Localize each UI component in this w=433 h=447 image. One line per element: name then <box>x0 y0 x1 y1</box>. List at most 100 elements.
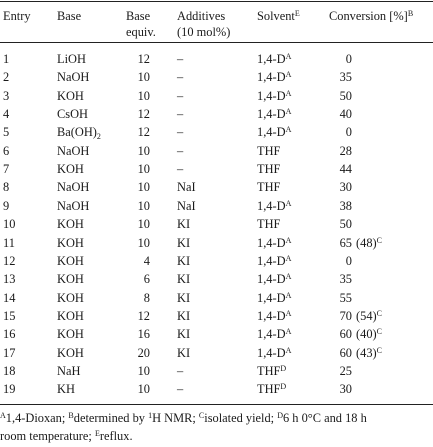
cell-entry: 16 <box>3 327 15 341</box>
cell-additive-text: KI <box>177 309 191 323</box>
cell-entry-text: 9 <box>3 199 10 213</box>
cell-equiv: 20 <box>138 346 150 360</box>
cell-base-text: CsOH <box>57 107 88 121</box>
cell-solvent-superscript: A <box>285 327 292 336</box>
cell-entry: 18 <box>3 364 15 378</box>
cell-equiv-text: 12 <box>137 107 150 121</box>
cell-conversion: 70 <box>340 309 352 323</box>
cell-base-text: KOH <box>57 272 84 286</box>
cell-solvent-superscript: A <box>285 272 292 281</box>
cell-equiv-text: 10 <box>137 199 150 213</box>
cell-entry-text: 6 <box>3 144 10 158</box>
cell-entry: 12 <box>3 254 15 268</box>
cell-solvent-text: THF <box>257 382 281 396</box>
cell-solvent-text: THF <box>257 144 281 158</box>
cell-equiv: 10 <box>138 236 150 250</box>
cell-equiv-text: 12 <box>137 125 150 139</box>
cell-equiv-text: 10 <box>137 144 150 158</box>
cell-conversion-text: 60 <box>339 346 352 360</box>
cell-additive-text: – <box>177 162 184 176</box>
cell-additive-text: NaI <box>177 180 196 194</box>
cell-conversion: 0 <box>346 125 352 139</box>
cell-isolated-yield: (40)C <box>356 327 382 343</box>
cell-additive-text: – <box>177 89 184 103</box>
header-solvent-sup: E <box>294 9 300 18</box>
cell-solvent: THF <box>257 217 280 231</box>
cell-equiv-text: 10 <box>137 180 150 194</box>
cell-solvent-superscript: D <box>280 364 287 373</box>
cell-solvent: 1,4-DA <box>257 199 291 215</box>
cell-entry: 9 <box>3 199 9 213</box>
cell-additive: KI <box>177 254 190 268</box>
cell-base: KOH <box>57 309 84 323</box>
cell-solvent: 1,4-DA <box>257 309 291 325</box>
cell-entry: 15 <box>3 309 15 323</box>
cell-additive: KI <box>177 291 190 305</box>
cell-equiv: 10 <box>138 144 150 158</box>
cell-base-text: NaOH <box>57 180 90 194</box>
cell-solvent-superscript: A <box>285 309 292 318</box>
cell-entry-text: 5 <box>3 125 10 139</box>
footnote-d-mark: D <box>277 411 283 420</box>
cell-base: KH <box>57 382 75 396</box>
cell-conversion-text: 55 <box>339 291 352 305</box>
cell-additive: KI <box>177 217 190 231</box>
cell-entry: 14 <box>3 291 15 305</box>
cell-base: KOH <box>57 217 84 231</box>
cell-additive-text: – <box>177 107 184 121</box>
cell-additive: KI <box>177 327 190 341</box>
cell-solvent-superscript: A <box>285 291 292 300</box>
cell-solvent-text: THF <box>257 217 281 231</box>
cell-isolated-yield-superscript: C <box>376 309 382 318</box>
cell-equiv: 12 <box>138 107 150 121</box>
cell-equiv: 10 <box>138 364 150 378</box>
cell-solvent: 1,4-DA <box>257 107 291 123</box>
footnote-c-mark: C <box>198 411 205 420</box>
cell-solvent-text: 1,4-D <box>257 125 286 139</box>
header-solvent: SolventE <box>257 9 300 25</box>
cell-conversion-text: 28 <box>339 144 352 158</box>
cell-base-text: KOH <box>57 327 84 341</box>
cell-additive-text: KI <box>177 236 191 250</box>
cell-base-text: NaOH <box>57 199 90 213</box>
footnote-c-text: isolated yield; <box>204 411 278 425</box>
cell-conversion: 65 <box>340 236 352 250</box>
cell-additive-text: – <box>177 70 184 84</box>
cell-conversion-text: 50 <box>339 217 352 231</box>
cell-conversion-text: 40 <box>339 107 352 121</box>
cell-additive: – <box>177 162 183 176</box>
cell-solvent-superscript: A <box>285 70 292 79</box>
cell-conversion: 50 <box>340 217 352 231</box>
cell-entry-text: 16 <box>3 327 16 341</box>
cell-conversion-text: 65 <box>339 236 352 250</box>
cell-equiv: 10 <box>138 382 150 396</box>
cell-additive-text: KI <box>177 217 191 231</box>
cell-conversion-text: 70 <box>339 309 352 323</box>
cell-solvent: 1,4-DA <box>257 70 291 86</box>
cell-base: KOH <box>57 89 84 103</box>
cell-solvent-text: 1,4-D <box>257 236 286 250</box>
cell-equiv: 10 <box>138 70 150 84</box>
cell-solvent-superscript: A <box>285 199 292 208</box>
cell-base-text: LiOH <box>57 52 86 66</box>
cell-entry-text: 12 <box>3 254 16 268</box>
cell-isolated-yield: (54)C <box>356 309 382 325</box>
cell-base-text: NaOH <box>57 70 90 84</box>
cell-base-text: KOH <box>57 236 84 250</box>
cell-solvent-superscript: A <box>285 236 292 245</box>
cell-base: KOH <box>57 291 84 305</box>
cell-base-text: KOH <box>57 254 84 268</box>
cell-additive: NaI <box>177 180 196 194</box>
cell-additive: – <box>177 382 183 396</box>
cell-solvent: 1,4-DA <box>257 254 291 270</box>
cell-equiv-text: 8 <box>143 291 150 305</box>
cell-conversion-text: 35 <box>339 70 352 84</box>
cell-entry: 10 <box>3 217 15 231</box>
cell-conversion-text: 30 <box>339 180 352 194</box>
cell-entry-text: 11 <box>3 236 15 250</box>
cell-entry: 19 <box>3 382 15 396</box>
cell-conversion: 35 <box>340 70 352 84</box>
cell-solvent-superscript: A <box>285 125 292 134</box>
cell-base: LiOH <box>57 52 86 66</box>
cell-conversion-text: 0 <box>345 52 352 66</box>
